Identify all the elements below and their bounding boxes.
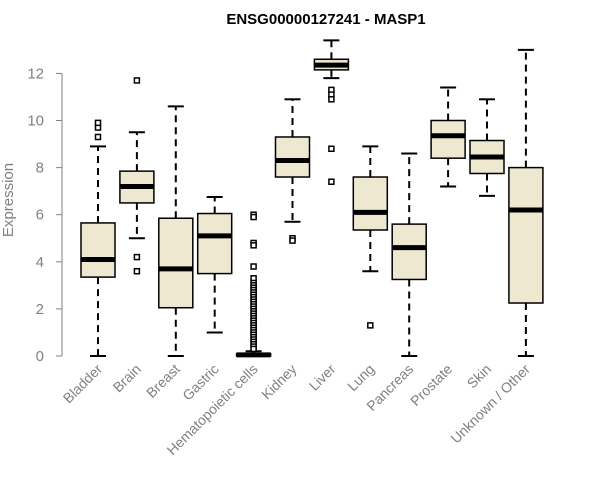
iqr-box	[352, 176, 389, 231]
y-axis: 0 2 4 6 8 10 12	[27, 65, 63, 365]
box-brain	[119, 77, 155, 275]
x-label-breast: Breast	[143, 361, 183, 401]
box-kidney	[274, 98, 311, 244]
iqr-box	[508, 166, 544, 304]
outlier-point	[250, 345, 257, 353]
box-pancreas	[391, 152, 427, 357]
box-hematopoietic-cells	[235, 211, 272, 358]
box-gastric	[196, 196, 233, 334]
iqr-box	[196, 212, 233, 275]
outlier-point	[94, 133, 102, 141]
box-liver	[313, 39, 350, 185]
iqr-box	[430, 119, 466, 159]
outlier-point	[250, 213, 257, 221]
outlier-point	[328, 145, 335, 153]
outlier-point	[94, 119, 102, 127]
outlier-point	[133, 77, 141, 84]
outlier-point	[250, 242, 257, 249]
box-lung	[352, 145, 389, 329]
boxes	[80, 39, 544, 358]
y-tick-label: 0	[36, 348, 44, 365]
iqr-box	[158, 217, 194, 309]
y-axis-label: Expression	[0, 163, 17, 237]
x-label-prostate: Prostate	[407, 361, 455, 409]
box-breast	[158, 105, 194, 357]
outlier-point	[250, 263, 257, 270]
x-label-skin: Skin	[464, 361, 495, 392]
y-tick-label: 12	[27, 65, 44, 82]
box-skin	[469, 98, 505, 197]
iqr-box	[274, 136, 311, 178]
chart-title: ENSG00000127241 - MASP1	[226, 11, 425, 28]
x-label-liver: Liver	[306, 361, 339, 394]
outlier-point	[328, 96, 335, 103]
outlier-point	[367, 322, 374, 329]
y-tick-label: 4	[36, 254, 44, 271]
y-tick-label: 8	[36, 160, 44, 177]
y-tick-label: 6	[36, 207, 44, 224]
outlier-point	[289, 237, 296, 244]
outlier-point	[328, 178, 335, 185]
y-tick-label: 10	[27, 113, 44, 130]
box-bladder	[80, 119, 116, 357]
iqr-box	[80, 222, 116, 278]
iqr-box	[391, 223, 427, 281]
outlier-point	[133, 253, 141, 261]
y-tick-label: 2	[36, 301, 44, 318]
x-label-bladder: Bladder	[60, 361, 106, 407]
x-label-lung: Lung	[344, 361, 377, 394]
x-label-kidney: Kidney	[258, 361, 300, 403]
box-prostate	[430, 86, 466, 188]
x-label-brain: Brain	[110, 361, 144, 395]
outlier-point	[133, 267, 141, 275]
box-unknown-other	[508, 48, 544, 357]
